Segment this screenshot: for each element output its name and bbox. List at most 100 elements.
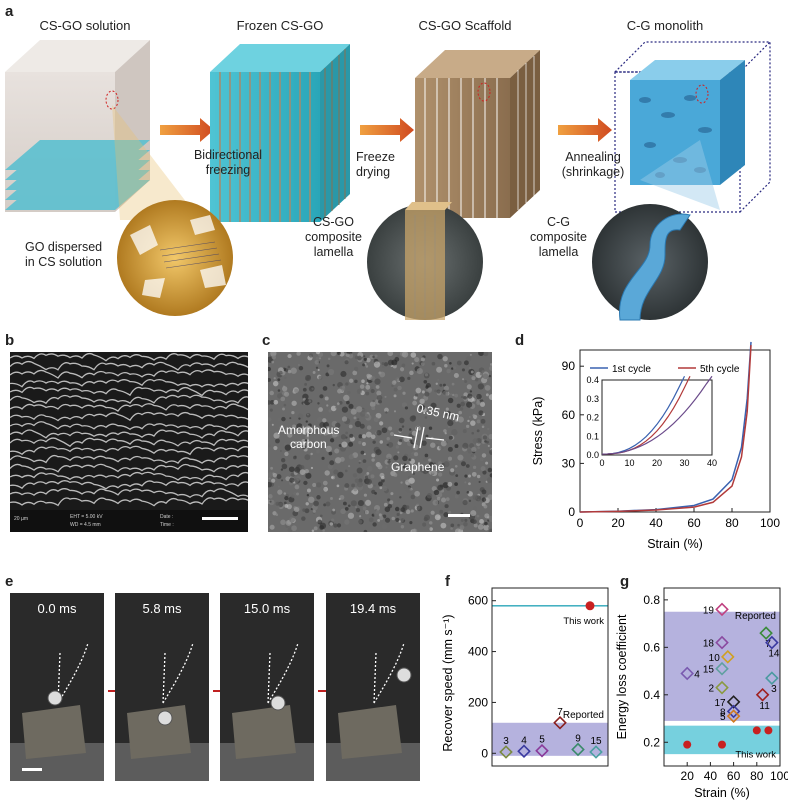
tem-grain (460, 518, 464, 522)
tem-grain (457, 454, 464, 461)
tem-grain (322, 529, 325, 532)
tem-grain (323, 486, 329, 492)
tem-grain (327, 368, 335, 376)
tem-grain (467, 419, 470, 423)
tem-grain (296, 423, 303, 430)
inset3-line1: C-G (547, 215, 570, 229)
tem-grain (358, 461, 361, 464)
tem-grain (430, 469, 435, 474)
tem-grain (466, 424, 470, 429)
chart-d-xlabel: Strain (%) (647, 537, 703, 551)
chart-d-inset-xtick: 40 (707, 458, 717, 468)
tem-grain (422, 522, 427, 527)
tem-grain (453, 366, 457, 370)
chart-g-point-label: 11 (759, 701, 770, 712)
tem-grain (354, 478, 359, 483)
tem-grain (363, 355, 366, 358)
tem-grain (358, 440, 362, 445)
tem-grain (386, 436, 390, 441)
tem-grain (459, 407, 464, 411)
tem-grain (364, 413, 370, 419)
tem-grain (451, 429, 458, 436)
tem-grain (486, 477, 492, 484)
chart-g-point-label: 2 (708, 684, 714, 695)
tem-arrow-right (425, 437, 445, 441)
step2-line1: Freeze (356, 150, 395, 164)
step-freeze-drying: Freeze drying (356, 150, 395, 180)
chart-g-ytick-label: 0.2 (643, 735, 660, 749)
tem-grain (269, 408, 273, 412)
tem-grain (341, 441, 348, 448)
sem-lamella (10, 437, 248, 448)
inset-go-dispersed (117, 200, 233, 316)
chart-d-inset-ytick: 0.0 (586, 450, 599, 460)
tem-grain (315, 356, 319, 361)
photo-frame-1: 0.0 ms (10, 593, 104, 781)
tem-grain (487, 467, 492, 473)
tem-grain (272, 380, 279, 387)
tem-grain (408, 458, 412, 462)
tem-grain (421, 440, 427, 446)
tem-grain (387, 498, 391, 502)
tem-grain (299, 469, 306, 475)
tem-grain (484, 513, 490, 519)
tem-grain (348, 378, 354, 383)
arrow-1 (160, 118, 214, 142)
tem-grain (364, 510, 369, 515)
frozen-cs-go-cube (210, 44, 350, 222)
tem-grain (268, 481, 272, 488)
tem-grain (457, 416, 464, 423)
tem-grain (419, 398, 425, 404)
tem-grain (379, 440, 383, 444)
tem-grain (314, 359, 320, 365)
tem-grain (430, 442, 436, 448)
tem-grain (409, 439, 412, 442)
tem-grain (340, 434, 347, 440)
tem-grain (326, 404, 329, 407)
chart-g-point (715, 661, 729, 676)
tem-grain (391, 384, 394, 388)
tem-grain (301, 516, 306, 521)
tem-grain (384, 395, 387, 398)
arrow-2 (360, 118, 414, 142)
tem-grain (310, 508, 313, 511)
tem-grain (306, 413, 309, 416)
tem-grain (470, 454, 475, 458)
chart-d-xtick-label: 100 (760, 516, 780, 530)
tem-grain (350, 500, 357, 507)
tem-grain (450, 523, 455, 528)
tem-grain (478, 480, 481, 484)
tem-grain (433, 462, 436, 466)
tem-grain (483, 504, 488, 509)
tem-grain (363, 493, 368, 497)
sem-lamella (10, 454, 248, 465)
tem-grain (305, 472, 312, 479)
chart-f-this-work-label: This work (563, 616, 604, 627)
tem-grain (345, 382, 349, 386)
tem-grain (424, 453, 429, 458)
sem-lamella (10, 360, 248, 371)
tem-grain (268, 471, 273, 478)
tem-grain (337, 388, 342, 394)
tem-grain (315, 366, 319, 369)
tem-grain (334, 448, 340, 454)
tem-grain (338, 443, 342, 447)
tem-grain (365, 499, 372, 506)
tem-grain (361, 497, 365, 501)
stage-title-c-g-monolith: C-G monolith (626, 18, 704, 33)
tem-grain (480, 418, 486, 424)
tem-grain (454, 482, 458, 487)
tem-grain (336, 484, 340, 488)
sem-lamella (10, 403, 248, 412)
tem-grain (450, 527, 453, 530)
tem-grain (375, 449, 382, 456)
tem-grain (275, 438, 280, 444)
tem-grain (296, 476, 301, 481)
tem-grain (376, 394, 383, 401)
tem-grain (444, 363, 448, 368)
sem-image: 20 µm EHT = 5.00 kV WD = 4.5 mm Date : T… (10, 352, 248, 532)
chart-g-xlabel: Strain (%) (694, 786, 750, 800)
tem-grain (358, 519, 363, 524)
chart-d-legend-label: 5th cycle (700, 364, 740, 375)
